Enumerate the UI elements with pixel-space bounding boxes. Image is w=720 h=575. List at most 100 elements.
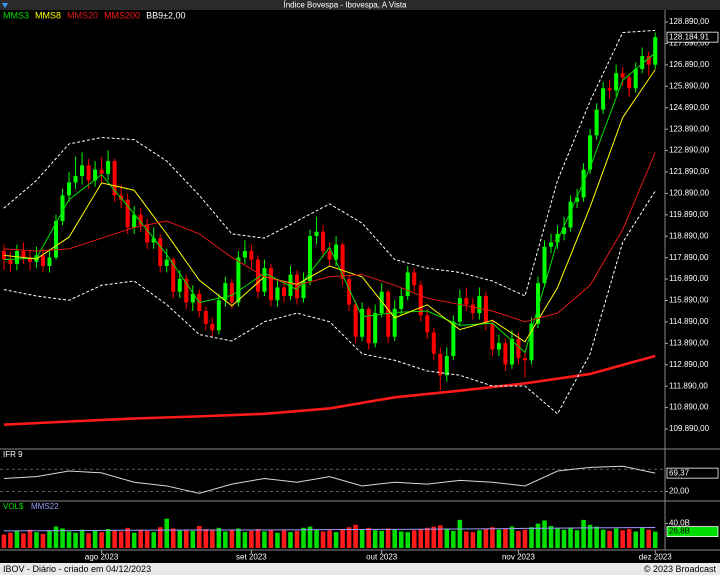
title-bar [0, 0, 720, 10]
candle-body [457, 298, 462, 322]
volume-bar [607, 530, 612, 548]
candle-body [444, 355, 449, 376]
candle-body [451, 321, 456, 356]
candle-body [67, 182, 72, 196]
volume-bar [542, 520, 547, 548]
candle-body [294, 274, 300, 299]
candle-body [53, 221, 59, 258]
volume-bar [21, 533, 26, 548]
candle-body [516, 338, 521, 359]
candle-body [73, 176, 78, 183]
y-tick-label: 112.890,00 [669, 360, 709, 369]
volume-bar [216, 527, 222, 548]
candle-body [509, 338, 514, 365]
candle-body [334, 244, 339, 260]
candle-body [190, 293, 195, 303]
candle-body [262, 268, 267, 292]
volume-bar [275, 532, 280, 548]
volume-bar [490, 527, 495, 548]
candle-body [503, 343, 508, 365]
volume-bar [99, 532, 104, 548]
volume-bar [431, 526, 437, 548]
candle-body [132, 214, 137, 228]
candle-body [21, 251, 26, 258]
moving-average [3, 354, 656, 427]
volume-bar [620, 530, 625, 548]
candle-body [568, 201, 573, 228]
volume-bar [438, 525, 443, 548]
y-tick-label: 114.890,00 [669, 317, 709, 326]
candle-body [236, 257, 241, 303]
candle-body [588, 135, 593, 170]
candle-body [340, 244, 345, 279]
candle-body [490, 323, 495, 350]
y-tick-label: 125.890,00 [669, 81, 710, 90]
volume-bar [249, 530, 254, 548]
candle-body [412, 272, 417, 286]
candle-body [496, 343, 501, 350]
volume-bar [281, 530, 287, 548]
panel-label: IFR 9 [3, 450, 23, 459]
candle-body [93, 169, 98, 181]
last-value-label: 69,37 [669, 468, 690, 477]
volume-bar [229, 529, 235, 548]
candle-body [347, 278, 352, 305]
volume-average [3, 527, 656, 532]
volume-bar [561, 529, 567, 548]
volume-bar [366, 527, 371, 548]
candle-body [640, 56, 645, 69]
volume-bar [568, 527, 573, 548]
volume-bar [92, 530, 98, 548]
candle-body [27, 257, 32, 262]
candles [1, 29, 658, 427]
volume-bar [587, 524, 593, 548]
volume-bar [242, 532, 248, 548]
y-tick-label: 118.890,00 [669, 231, 709, 240]
candle-body [8, 259, 13, 264]
volume-bar [34, 532, 39, 548]
candle-body [177, 278, 182, 292]
candle-body [112, 161, 117, 196]
bollinger-band [3, 190, 656, 415]
volume-bar [164, 518, 170, 548]
candle-body [249, 251, 254, 260]
volume-bar [457, 519, 463, 548]
candle-body [470, 304, 475, 314]
last-value-box [666, 31, 719, 43]
candle-body [210, 323, 215, 331]
volume-bar [40, 533, 46, 548]
candle-body [321, 231, 326, 252]
volume-bar [8, 532, 13, 548]
volume-bar [555, 528, 560, 548]
volume-bar [307, 526, 313, 548]
candle-body [229, 283, 234, 303]
volume-bar [464, 531, 469, 548]
candle-body [464, 298, 469, 305]
candle-body [646, 56, 651, 65]
volume-bar [118, 531, 124, 548]
candle-body [125, 199, 130, 228]
last-value-label: 26,8B [669, 527, 690, 536]
menu-icon[interactable] [2, 3, 8, 8]
volume-bar [301, 527, 306, 548]
y-tick-label: 111.890,00 [669, 381, 708, 390]
rsi-line [3, 465, 656, 494]
volume-bar [451, 530, 456, 548]
y-tick-label: 113.890,00 [669, 338, 709, 347]
volume-bar [626, 529, 632, 548]
volume-bar [320, 531, 326, 548]
candle-body [535, 283, 541, 324]
footer-right: © 2023 Broadcast [644, 564, 717, 574]
candle-body [542, 246, 547, 284]
candle-body [575, 197, 580, 202]
candle-body [477, 296, 482, 314]
candle-body [581, 169, 586, 198]
candle-body [216, 300, 221, 331]
moving-average [3, 152, 656, 323]
candle-body [548, 242, 554, 247]
volume-bar [262, 531, 267, 548]
candle-body [529, 323, 534, 361]
y-tick-label: 116.890,00 [669, 274, 709, 283]
